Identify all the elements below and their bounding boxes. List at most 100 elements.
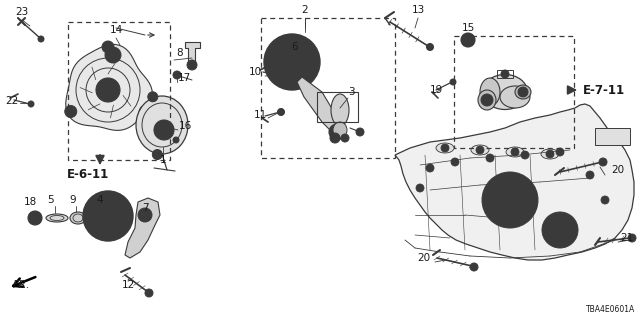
Text: 17: 17 (178, 73, 191, 83)
Circle shape (83, 191, 133, 241)
Circle shape (556, 148, 564, 156)
Polygon shape (595, 128, 630, 145)
Text: 13: 13 (412, 5, 424, 15)
Text: 12: 12 (122, 280, 134, 290)
Ellipse shape (506, 147, 524, 157)
Circle shape (550, 220, 570, 240)
Polygon shape (395, 104, 634, 260)
Circle shape (275, 71, 282, 78)
Circle shape (154, 120, 174, 140)
Circle shape (38, 36, 44, 42)
Circle shape (152, 149, 163, 160)
Circle shape (481, 94, 493, 106)
Circle shape (601, 196, 609, 204)
Text: 3: 3 (348, 87, 355, 97)
Ellipse shape (471, 145, 489, 155)
Ellipse shape (483, 75, 527, 109)
Circle shape (599, 158, 607, 166)
Circle shape (65, 106, 77, 117)
Text: 22: 22 (5, 96, 19, 106)
Circle shape (272, 42, 312, 82)
Circle shape (461, 33, 475, 47)
Polygon shape (297, 77, 342, 137)
Ellipse shape (436, 143, 454, 153)
Ellipse shape (46, 214, 68, 222)
Circle shape (28, 211, 42, 225)
Circle shape (264, 34, 320, 90)
Text: 19: 19 (430, 85, 444, 95)
Polygon shape (125, 198, 160, 258)
Circle shape (173, 137, 179, 143)
Polygon shape (66, 44, 152, 131)
Text: 4: 4 (97, 195, 103, 205)
Circle shape (28, 101, 34, 107)
Polygon shape (185, 42, 200, 68)
Text: 10: 10 (249, 67, 262, 77)
Ellipse shape (136, 96, 188, 154)
Text: 14: 14 (109, 25, 123, 35)
Circle shape (451, 158, 459, 166)
Text: 18: 18 (24, 197, 36, 207)
Bar (68, 22, 170, 160)
Circle shape (356, 128, 364, 136)
Circle shape (486, 154, 494, 162)
Circle shape (330, 133, 340, 143)
Text: 1: 1 (160, 155, 166, 165)
Circle shape (511, 148, 519, 156)
Circle shape (492, 182, 528, 218)
Circle shape (173, 71, 181, 79)
Text: 9: 9 (70, 195, 76, 205)
Bar (454, 36, 574, 148)
Circle shape (500, 190, 520, 210)
Bar (261, 18, 395, 158)
Circle shape (341, 134, 349, 142)
Circle shape (450, 79, 456, 85)
Circle shape (426, 164, 434, 172)
Ellipse shape (541, 149, 559, 159)
Circle shape (329, 124, 345, 140)
Text: 5: 5 (47, 195, 53, 205)
Text: 8: 8 (176, 48, 182, 58)
Circle shape (476, 146, 484, 154)
Text: 6: 6 (291, 42, 298, 52)
Ellipse shape (480, 78, 500, 106)
Circle shape (501, 70, 509, 78)
Bar (497, 70, 513, 78)
Bar (317, 92, 358, 122)
Text: 16: 16 (179, 121, 192, 131)
Circle shape (470, 263, 478, 271)
Text: E-6-11: E-6-11 (67, 169, 109, 181)
Ellipse shape (70, 212, 86, 224)
Ellipse shape (500, 86, 530, 108)
Circle shape (482, 172, 538, 228)
Circle shape (105, 47, 121, 63)
Circle shape (140, 106, 151, 117)
Circle shape (96, 78, 120, 102)
Circle shape (138, 208, 152, 222)
Circle shape (464, 36, 472, 44)
Circle shape (148, 92, 158, 102)
Circle shape (145, 289, 153, 297)
Text: 20: 20 (611, 165, 624, 175)
Text: FR.: FR. (13, 280, 31, 290)
Text: 23: 23 (15, 7, 29, 17)
Text: 15: 15 (461, 23, 475, 33)
Circle shape (31, 214, 38, 221)
Text: 21: 21 (620, 233, 633, 243)
Circle shape (102, 41, 114, 53)
Circle shape (518, 87, 528, 97)
Circle shape (426, 44, 433, 51)
Circle shape (91, 199, 125, 233)
Ellipse shape (515, 85, 531, 99)
Ellipse shape (331, 94, 349, 126)
Circle shape (278, 108, 285, 116)
Circle shape (416, 184, 424, 192)
Ellipse shape (333, 122, 347, 138)
Circle shape (546, 150, 554, 158)
Circle shape (542, 212, 578, 248)
Circle shape (586, 171, 594, 179)
Text: 7: 7 (141, 203, 148, 213)
Ellipse shape (478, 90, 496, 110)
Text: E-7-11: E-7-11 (583, 84, 625, 97)
Text: 2: 2 (301, 5, 308, 15)
